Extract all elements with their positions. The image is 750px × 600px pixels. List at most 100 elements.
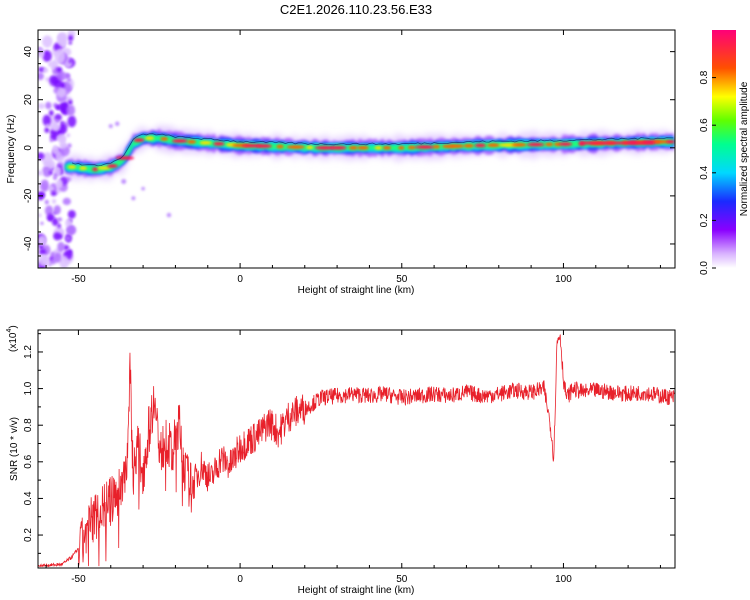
spectrogram-hotspot	[474, 143, 487, 148]
spectrogram-speckle	[131, 196, 136, 201]
spectrogram-hotspot	[133, 138, 145, 142]
spectrogram-speckle	[50, 251, 56, 259]
spectrogram-speckle	[57, 223, 61, 228]
spectrogram-speckle	[65, 236, 71, 241]
spectrogram-speckle	[45, 77, 50, 82]
spectrogram-speckle	[47, 160, 56, 170]
colorbar: 0.0 0.2 0.4 0.6 0.8 Normalized spectral ampl…	[699, 30, 750, 275]
spectrogram-hotspot	[107, 164, 118, 168]
spectrogram-hotspot	[187, 139, 197, 144]
snr-y-label: SNR (10 * v/v)	[9, 417, 20, 481]
spectrogram-speckle	[44, 205, 54, 216]
spectrogram-hotspot	[666, 139, 675, 144]
spectrogram-y-tick-label: 0	[23, 145, 34, 151]
snr-exponent-sup: 4	[6, 329, 13, 333]
spectrogram-hotspot	[306, 145, 314, 150]
spectrogram-speckle	[65, 73, 70, 79]
snr-series-group	[38, 334, 675, 568]
colorbar-ticks: 0.0 0.2 0.4 0.6 0.8	[699, 70, 716, 275]
spectrogram-y-tick-label: 20	[23, 94, 34, 106]
spectrogram-speckle	[68, 59, 73, 64]
spectrogram-y-tick-label: -20	[23, 188, 34, 203]
spectrogram-speckle	[47, 61, 53, 67]
spectrogram-speckle	[38, 235, 47, 246]
snr-exponent-close: )	[8, 325, 19, 328]
spectrogram-speckle	[108, 124, 113, 129]
spectrogram-speckle	[56, 71, 67, 81]
spectrogram-hotspot	[463, 144, 474, 148]
spectrogram-hotspot	[276, 144, 284, 149]
spectrogram-speckle	[38, 47, 45, 59]
snr-x-tick-label: 50	[396, 574, 408, 585]
spectrogram-hotspot	[256, 144, 272, 148]
spectrogram-hotspot	[415, 145, 435, 149]
spectrogram-speckle	[55, 106, 61, 110]
spectrogram-speckle	[38, 103, 45, 110]
spectrogram-frame	[37, 29, 676, 269]
spectrogram-speckle	[50, 191, 57, 197]
spectrogram-speckle	[53, 232, 61, 241]
spectrogram-y-label: Frequency (Hz)	[6, 115, 17, 184]
spectrogram-speckle	[62, 197, 72, 206]
spectrogram-speckle	[49, 257, 54, 261]
spectrogram-hotspot	[511, 143, 527, 147]
snr-x-tick-label: 0	[237, 574, 243, 585]
spectrogram-hotspot	[450, 144, 465, 148]
snr-x-tick-label: 100	[555, 574, 572, 585]
spectrogram-speckle	[53, 205, 61, 215]
spectrogram-speckle	[44, 199, 49, 205]
spectrogram-speckle	[66, 133, 71, 138]
snr-plot-area	[38, 330, 675, 568]
spectrogram-speckle	[121, 178, 127, 184]
spectrogram-x-tick-label: 0	[237, 274, 243, 285]
spectrogram-hotspot	[79, 166, 88, 171]
svg-text:(x104): (x104)	[6, 325, 19, 352]
spectrogram-speckle	[56, 87, 67, 98]
spectrogram-hotspot	[171, 139, 188, 143]
spectrogram-speckle	[59, 255, 69, 268]
spectrogram-speckle	[46, 213, 55, 222]
spectrogram-hotspot	[526, 142, 545, 147]
spectrogram-x-ticks: -50 0 50 100	[45, 30, 661, 285]
spectrogram-speckle	[42, 114, 51, 126]
spectrogram-hotspot	[92, 167, 99, 172]
spectrogram-speckle	[56, 66, 63, 73]
spectrogram-speckle	[38, 170, 44, 176]
figure-title: C2E1.2026.110.23.56.E33	[280, 2, 432, 17]
spectrogram-speckle	[48, 171, 53, 175]
colorbar-tick-label: 0.8	[699, 70, 710, 84]
spectrogram-hotspot	[330, 145, 347, 150]
spectrogram-hotspot	[433, 144, 441, 149]
spectrogram-x-tick-label: 100	[555, 274, 572, 285]
spectrogram-speckle	[40, 179, 50, 192]
spectrogram-speckle	[43, 160, 49, 167]
spectrogram-image	[38, 30, 675, 268]
snr-x-tick-label: -50	[71, 574, 86, 585]
spectrogram-speckle	[166, 212, 172, 218]
spectrogram-speckle	[52, 123, 61, 132]
spectrogram-hotspot	[652, 139, 671, 144]
spectrogram-speckle	[67, 115, 77, 128]
spectrogram-hotspot	[545, 142, 554, 147]
spectrogram-speckle	[44, 127, 50, 134]
spectrogram-speckle	[48, 109, 54, 117]
spectrogram-hotspot	[314, 145, 335, 150]
spectrogram-speckle	[38, 67, 43, 72]
spectrogram-y-ticks: -40 -20 0 20 40	[23, 39, 675, 257]
snr-x-label: Height of straight line (km)	[298, 585, 415, 596]
spectrogram-x-tick-label: 50	[396, 274, 408, 285]
spectrogram-ridge-edge	[71, 133, 674, 167]
spectrogram-panel: -50 0 50 100 -40 -20 0 20 40 Height of straight…	[6, 29, 676, 296]
spectrogram-speckle	[67, 77, 71, 82]
spectrogram-hotspot	[553, 142, 562, 147]
spectrogram-speckle	[38, 152, 45, 160]
spectrogram-speckle	[67, 35, 74, 42]
spectrogram-hotspot	[97, 166, 111, 170]
spectrogram-speckle	[45, 101, 52, 110]
spectrogram-speckle	[53, 145, 57, 149]
spectrogram-speckle	[56, 33, 68, 47]
spectrogram-hotspot	[398, 145, 405, 150]
spectrogram-speckle	[141, 186, 145, 191]
spectrogram-speckle	[57, 241, 65, 252]
